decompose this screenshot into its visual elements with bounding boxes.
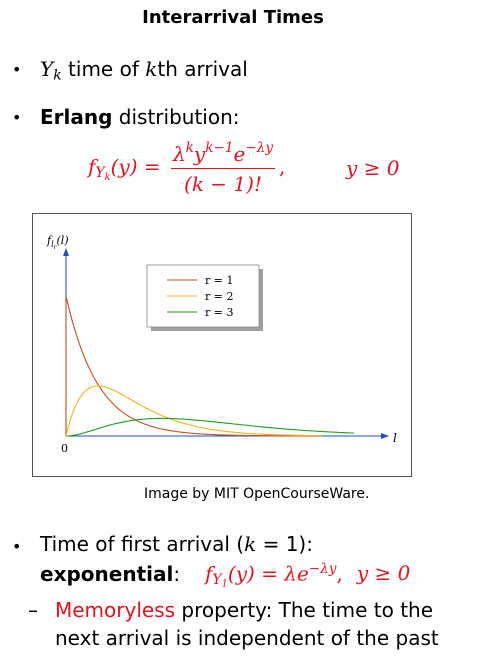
figure-caption: Image by MIT OpenCourseWare. [144, 486, 370, 502]
var-y: Y [40, 57, 54, 81]
var-sub-k: k [53, 67, 62, 84]
formula-arg: (y) = [110, 154, 161, 179]
formula-fraction: λkyk−1e−λy (k − 1)! [170, 140, 276, 196]
bullet-colon: : [173, 562, 181, 586]
legend-label-3: r = 3 [205, 306, 233, 319]
formula-comma: , [279, 154, 286, 179]
dash-line2: next arrival is independent of the past [55, 626, 439, 650]
series-line-3 [65, 417, 355, 437]
erlang-bold: Erlang [40, 105, 113, 129]
var-k: k [244, 532, 257, 556]
formula-sub-k: k [104, 172, 111, 184]
y-axis-label: flr(l) [46, 234, 69, 251]
bullet-text: Time of first arrival ( [40, 532, 245, 556]
legend-label-1: r = 1 [205, 274, 233, 287]
dash-memoryless: Memoryless property: The time to the [55, 600, 433, 620]
slide-title: Interarrival Times [142, 7, 324, 28]
x-axis-arrow [381, 433, 389, 439]
bullet-dot: • [12, 108, 22, 127]
dash-symbol: – [28, 598, 38, 622]
dash-text: property: The time to the [175, 598, 434, 622]
legend-label-2: r = 2 [205, 290, 233, 303]
x-axis-label: l [393, 431, 397, 445]
legend-box [146, 264, 260, 328]
y-axis-arrow [63, 248, 69, 256]
bullet-exponential: exponential: [40, 564, 180, 584]
bullet-text: time of [61, 57, 146, 81]
series-line-1 [65, 295, 316, 437]
bullet-erlang: Erlang distribution: [40, 107, 240, 127]
memoryless-red: Memoryless [55, 598, 176, 622]
bullet-eq: = 1 [256, 532, 299, 556]
bullet-dot: • [12, 537, 22, 556]
exponential-bold: exponential [40, 562, 174, 586]
bullet-yk: Yk time of kth arrival [40, 59, 248, 83]
formula-f: f [88, 154, 96, 179]
exponential-formula: fY1(y) = λe−λy, y ≥ 0 [205, 561, 411, 590]
formula-condition: y ≥ 0 [346, 156, 400, 180]
bullet-dot: • [12, 60, 22, 79]
bullet-text: th arrival [157, 57, 248, 81]
formula-sub-y: Y [95, 165, 105, 182]
bullet-text: ): [298, 532, 313, 556]
formula-denominator: (k − 1)! [184, 171, 262, 196]
var-k: k [145, 57, 158, 81]
origin-label: 0 [61, 442, 68, 455]
erlang-chart: flr(l) l 0 r = 1 r = 2 r = 3 [46, 234, 397, 455]
formula-numerator: λkyk−1e−λy [170, 140, 276, 169]
series-line-2 [65, 385, 322, 437]
bullet-first-arrival: Time of first arrival (k = 1): [40, 534, 313, 554]
bullet-text: distribution: [112, 105, 240, 129]
erlang-formula: fYk(y) = λkyk−1e−λy (k − 1)! , y ≥ 0 [88, 140, 400, 196]
legend: r = 1 r = 2 r = 3 [167, 274, 233, 319]
erlang-figure: flr(l) l 0 r = 1 r = 2 r = 3 [32, 213, 412, 477]
chart-series [65, 295, 355, 437]
